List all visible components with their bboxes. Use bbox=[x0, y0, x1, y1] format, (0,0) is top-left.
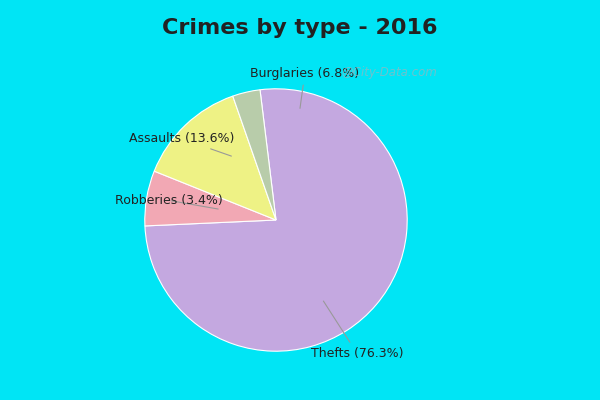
Wedge shape bbox=[145, 171, 276, 226]
Wedge shape bbox=[145, 89, 407, 351]
Wedge shape bbox=[233, 90, 276, 220]
Text: Assaults (13.6%): Assaults (13.6%) bbox=[129, 132, 234, 156]
Wedge shape bbox=[154, 96, 276, 220]
Text: Robberies (3.4%): Robberies (3.4%) bbox=[115, 194, 222, 209]
Text: Thefts (76.3%): Thefts (76.3%) bbox=[311, 301, 404, 360]
Text: Burglaries (6.8%): Burglaries (6.8%) bbox=[250, 66, 359, 108]
Text: @City-Data.com: @City-Data.com bbox=[341, 66, 437, 79]
Text: Crimes by type - 2016: Crimes by type - 2016 bbox=[162, 18, 438, 38]
